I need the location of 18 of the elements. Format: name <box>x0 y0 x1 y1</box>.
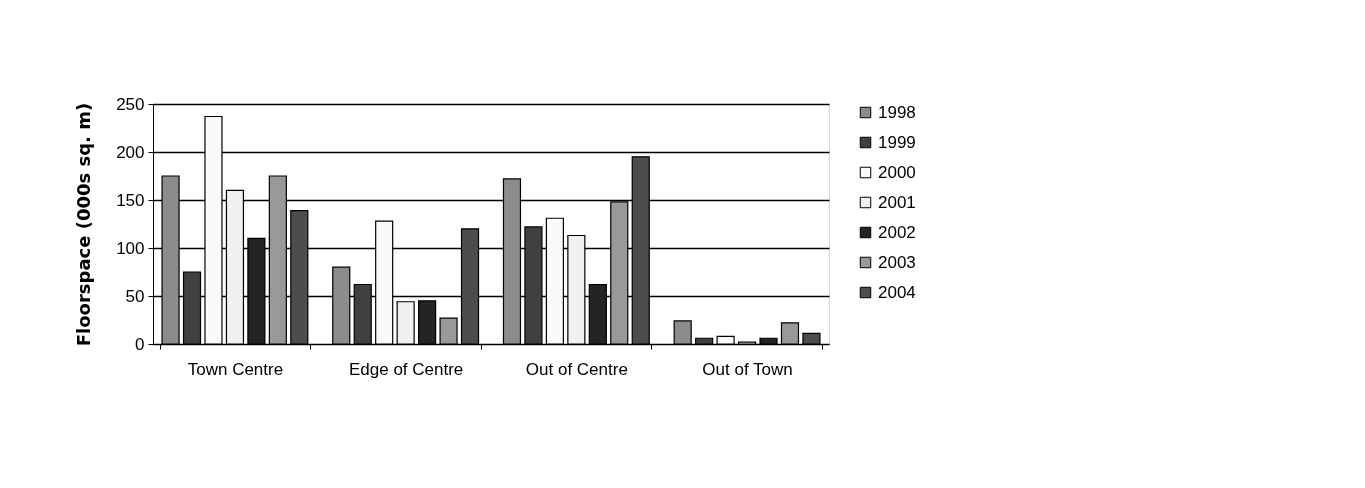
legend-label: 2000 <box>878 162 916 182</box>
x-tick-label: Out of Town <box>702 359 793 379</box>
y-tick-label: 50 <box>125 286 145 306</box>
legend-label: 2004 <box>878 282 916 302</box>
y-tick-label: 0 <box>135 334 145 354</box>
x-tick-label: Out of Centre <box>525 359 628 379</box>
y-axis-title: Floorspace (000s sq. m) <box>73 102 95 347</box>
legend-label: 2003 <box>878 252 916 272</box>
legend-label: 1999 <box>878 132 916 152</box>
y-tick-label: 250 <box>116 94 145 114</box>
y-tick-label: 100 <box>116 238 145 258</box>
legend-label: 2001 <box>878 192 916 212</box>
legend-label: 1998 <box>878 102 916 122</box>
legend-label: 2002 <box>878 222 916 242</box>
x-tick-label: Town Centre <box>187 359 284 379</box>
y-tick-label: 150 <box>116 190 145 210</box>
y-tick-label: 200 <box>116 142 145 162</box>
x-tick-label: Edge of Centre <box>348 359 464 379</box>
